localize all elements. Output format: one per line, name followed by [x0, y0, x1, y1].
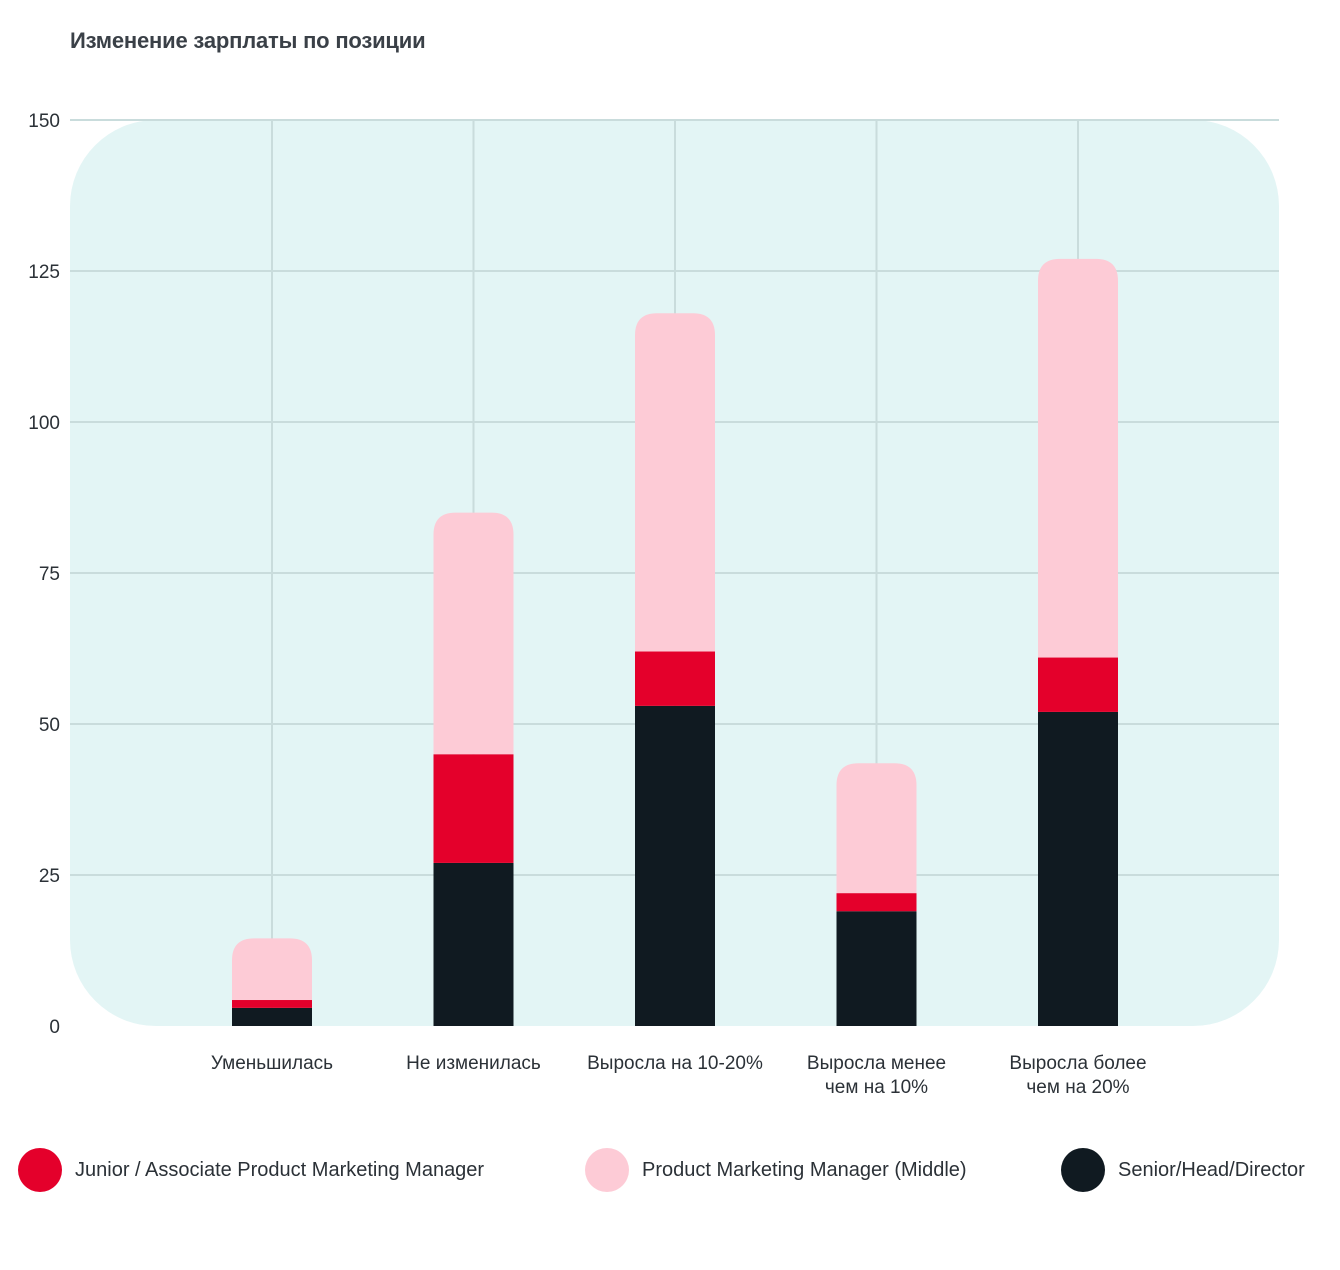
y-tick-label: 75 [39, 564, 60, 585]
bar-segment [635, 651, 715, 706]
bar-segment [1038, 258, 1118, 658]
bar-segment [433, 512, 514, 755]
bar-segment [433, 862, 514, 1026]
legend: Junior / Associate Product Marketing Man… [18, 1147, 1338, 1193]
bar-segment [635, 313, 715, 652]
legend-item: Junior / Associate Product Marketing Man… [18, 1147, 484, 1193]
x-tick-label: Уменьшилась [211, 1053, 333, 1074]
legend-label: Junior / Associate Product Marketing Man… [75, 1158, 485, 1181]
chart-title: Изменение зарплаты по позиции [70, 28, 426, 53]
y-tick-label: 0 [49, 1017, 60, 1038]
y-tick-label: 125 [28, 262, 60, 283]
legend-label: Product Marketing Manager (Middle) [642, 1158, 967, 1181]
bar-segment [1038, 711, 1118, 1026]
y-tick-label: 25 [39, 866, 60, 887]
bar-segment [836, 763, 917, 894]
x-tick-label: Выросла менее чем на 10% [807, 1053, 946, 1098]
bar-segment [836, 911, 917, 1026]
bar-segment [232, 1000, 312, 1008]
legend-swatch [18, 1148, 62, 1192]
x-axis-ticks: Уменьшилась Не изменилась Выросла на 10-20… [211, 1053, 1147, 1098]
bar-segment [1038, 657, 1118, 712]
bar-segment [635, 705, 715, 1026]
y-axis-ticks: 0 25 50 75 100 125 150 [28, 111, 60, 1038]
bar-segment [232, 938, 312, 1001]
x-tick-label: Выросла более чем на 20% [1009, 1053, 1146, 1098]
y-tick-label: 50 [39, 715, 60, 736]
legend-item: Senior/Head/Director [1061, 1147, 1305, 1193]
x-tick-label: Выросла на 10-20% [587, 1053, 763, 1074]
bars [232, 258, 1118, 1026]
legend-item: Product Marketing Manager (Middle) [585, 1147, 967, 1193]
y-tick-label: 150 [28, 111, 60, 132]
stacked-bar-chart: 0 25 50 75 100 125 150 Уменьшилась Не изменилас… [28, 111, 1279, 1098]
legend-swatch [585, 1148, 629, 1192]
bar-segment [433, 754, 514, 863]
legend-label: Senior/Head/Director [1118, 1158, 1305, 1181]
bar-segment [232, 1007, 312, 1026]
legend-swatch [1061, 1148, 1105, 1192]
x-tick-label: Не изменилась [406, 1053, 541, 1074]
bar-segment [836, 893, 917, 912]
y-tick-label: 100 [28, 413, 60, 434]
